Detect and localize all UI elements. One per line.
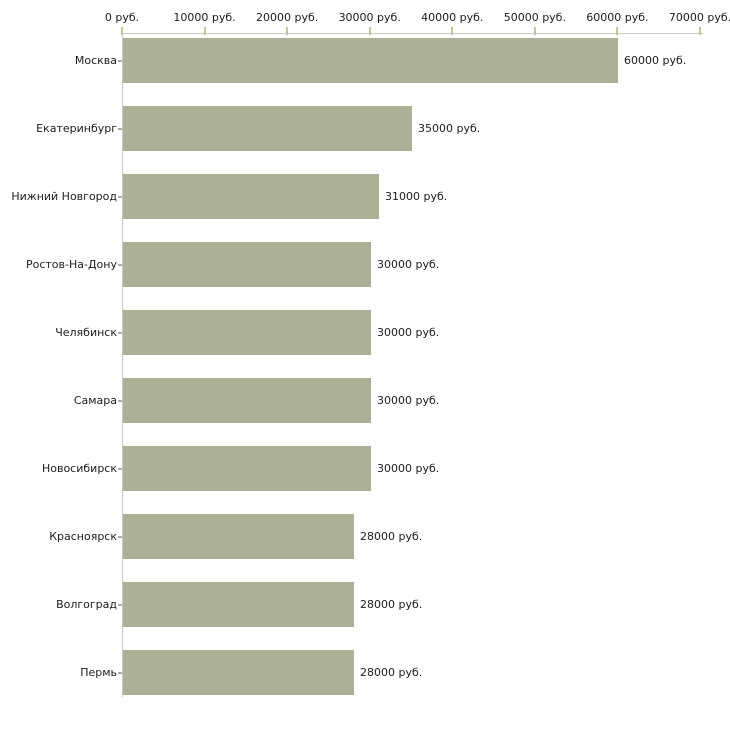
bar xyxy=(123,378,371,423)
y-axis-tick xyxy=(118,332,122,334)
value-label: 60000 руб. xyxy=(624,54,687,67)
x-axis-tick-label: 40000 руб. xyxy=(421,11,484,24)
x-axis-tick xyxy=(121,27,123,35)
y-axis-tick xyxy=(118,536,122,538)
category-label: Челябинск xyxy=(55,326,117,339)
y-axis-tick xyxy=(118,128,122,130)
x-axis-tick xyxy=(699,27,701,35)
value-label: 28000 руб. xyxy=(360,666,423,679)
x-axis-tick xyxy=(616,27,619,35)
y-axis-tick xyxy=(118,468,122,470)
y-axis-tick xyxy=(118,400,122,402)
y-axis-tick xyxy=(118,196,122,198)
y-axis-tick xyxy=(118,604,122,606)
x-axis-tick-label: 10000 руб. xyxy=(173,11,236,24)
x-axis-tick-label: 0 руб. xyxy=(104,11,140,24)
category-label: Красноярск xyxy=(49,530,117,543)
y-axis-tick xyxy=(118,60,122,62)
x-axis-tick xyxy=(533,27,536,35)
x-axis-tick-label: 20000 руб. xyxy=(256,11,319,24)
x-axis-tick xyxy=(451,27,454,35)
value-label: 28000 руб. xyxy=(360,530,423,543)
category-label: Москва xyxy=(74,54,117,67)
x-axis-line xyxy=(122,33,703,34)
bar xyxy=(123,106,412,151)
value-label: 35000 руб. xyxy=(418,122,481,135)
x-axis-tick xyxy=(203,27,206,35)
bar xyxy=(123,310,371,355)
bar xyxy=(123,582,354,627)
category-label: Волгоград xyxy=(56,598,117,611)
x-axis-tick-label: 60000 руб. xyxy=(586,11,649,24)
value-label: 30000 руб. xyxy=(377,394,440,407)
x-axis-tick-label: 70000 руб. xyxy=(668,11,730,24)
bar xyxy=(123,174,379,219)
x-axis-tick xyxy=(286,27,289,35)
x-axis-tick-label: 30000 руб. xyxy=(338,11,401,24)
x-axis-tick xyxy=(368,27,371,35)
bar xyxy=(123,38,618,83)
bar xyxy=(123,650,354,695)
y-axis-line xyxy=(122,33,123,697)
category-label: Самара xyxy=(73,394,117,407)
x-axis-tick-label: 50000 руб. xyxy=(503,11,566,24)
value-label: 30000 руб. xyxy=(377,326,440,339)
value-label: 31000 руб. xyxy=(385,190,448,203)
category-label: Екатеринбург xyxy=(36,122,117,135)
category-label: Пермь xyxy=(80,666,117,679)
y-axis-tick xyxy=(118,672,122,674)
value-label: 30000 руб. xyxy=(377,258,440,271)
category-label: Новосибирск xyxy=(41,462,117,475)
y-axis-tick xyxy=(118,264,122,266)
bar xyxy=(123,242,371,287)
value-label: 28000 руб. xyxy=(360,598,423,611)
bar xyxy=(123,514,354,559)
category-label: Нижний Новгород xyxy=(11,190,117,203)
bar xyxy=(123,446,371,491)
category-label: Ростов-На-Дону xyxy=(25,258,117,271)
value-label: 30000 руб. xyxy=(377,462,440,475)
